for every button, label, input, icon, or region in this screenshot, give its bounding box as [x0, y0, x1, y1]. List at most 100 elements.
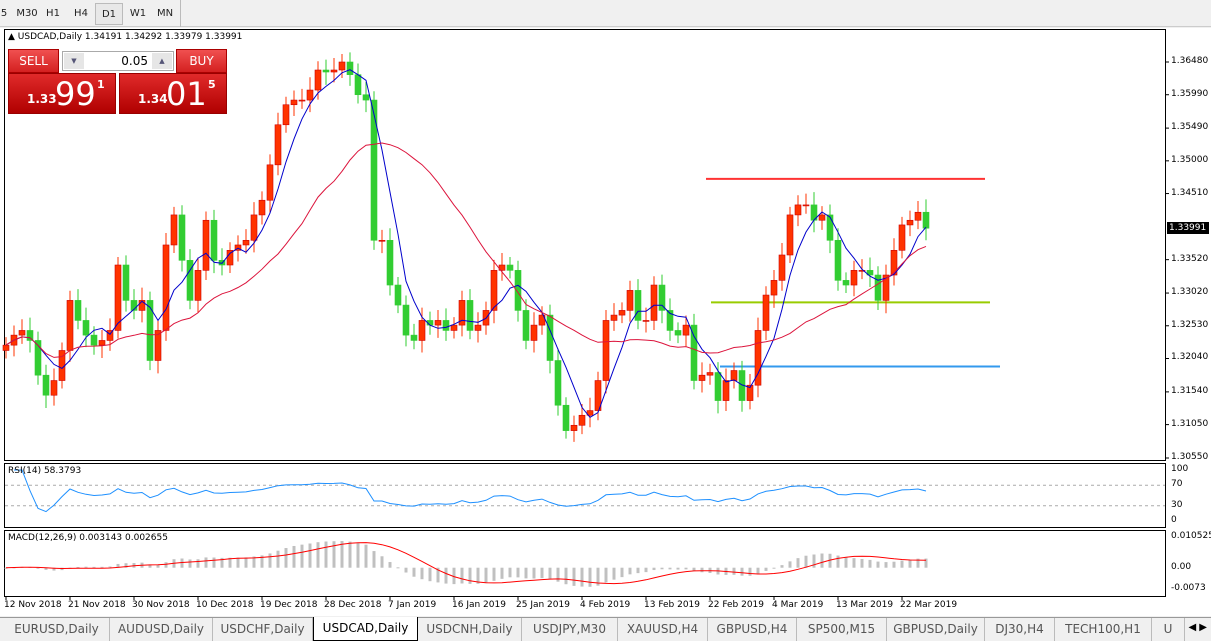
decrease-lot-icon[interactable]: ▼: [64, 53, 84, 69]
macd-histogram-bar: [404, 567, 408, 573]
candle-body: [610, 314, 618, 321]
candle-body: [266, 164, 274, 201]
date-axis-label: 30 Nov 2018: [132, 600, 190, 610]
macd-histogram-bar: [644, 567, 648, 573]
macd-pane-frame: [4, 530, 1166, 597]
macd-histogram-bar: [580, 567, 584, 587]
candle-body: [274, 124, 282, 166]
sell-price-fraction: 1: [97, 78, 105, 91]
macd-histogram-bar: [108, 566, 112, 568]
tab-gbpusd-daily[interactable]: GBPUSD,Daily: [887, 618, 985, 641]
timeframe-H4[interactable]: H4: [74, 8, 88, 19]
price-axis-label: 1.32530: [1171, 319, 1209, 330]
candle-body: [2, 344, 10, 351]
macd-histogram-bar: [420, 567, 424, 580]
candle-body: [330, 69, 338, 73]
macd-histogram-bar: [180, 558, 184, 568]
macd-histogram-bar: [356, 543, 360, 568]
moving-average-20-line: [5, 142, 927, 358]
tab-eurusd-daily[interactable]: EURUSD,Daily: [4, 618, 110, 641]
lot-size-input[interactable]: 0.05: [121, 54, 148, 68]
timeframe-H1[interactable]: H1: [46, 8, 60, 19]
macd-histogram-bar: [36, 567, 40, 569]
candle-body: [530, 324, 538, 341]
tab-sp500-m15[interactable]: SP500,M15: [797, 618, 887, 641]
price-axis-label: 1.36480: [1171, 56, 1209, 66]
candle-body: [754, 330, 762, 386]
tab-usdchf-daily[interactable]: USDCHF,Daily: [213, 618, 313, 641]
macd-histogram-bar: [148, 564, 152, 568]
buy-price[interactable]: 1.34 01 5: [119, 73, 227, 114]
sell-price[interactable]: 1.33 99 1: [8, 73, 116, 114]
macd-histogram-bar: [660, 567, 664, 570]
timeframe-MN[interactable]: MN: [156, 8, 174, 19]
macd-histogram-bar: [44, 567, 48, 570]
current-price-marker: 1.33991: [1167, 222, 1209, 235]
tab-dj30-h4[interactable]: DJ30,H4: [985, 618, 1055, 641]
candle-body: [474, 324, 482, 331]
tab-usdjpy-m30[interactable]: USDJPY,M30: [522, 618, 618, 641]
macd-histogram-bar: [556, 567, 560, 582]
macd-histogram-bar: [820, 553, 824, 568]
tab-scroll-arrows-icon[interactable]: ◀ ▶: [1188, 622, 1207, 633]
candle-body: [594, 380, 602, 411]
tab-tech100-h1[interactable]: TECH100,H1: [1055, 618, 1152, 641]
date-axis-label: 4 Feb 2019: [580, 600, 631, 610]
timeframe-5[interactable]: 5: [0, 8, 8, 19]
macd-histogram-bar: [244, 557, 248, 568]
main-pane-frame: [4, 29, 1166, 461]
candle-body: [778, 254, 786, 281]
candle-body: [514, 270, 522, 311]
tab-u[interactable]: U: [1152, 618, 1185, 641]
macd-histogram-bar: [340, 541, 344, 568]
tab-usdcnh-daily[interactable]: USDCNH,Daily: [418, 618, 522, 641]
buy-price-fraction: 5: [208, 78, 216, 91]
candle-body: [682, 324, 690, 336]
date-axis-label: 4 Mar 2019: [772, 600, 824, 610]
macd-histogram-bar: [324, 541, 328, 568]
timeframe-W1[interactable]: W1: [129, 8, 147, 19]
tab-gbpusd-h4[interactable]: GBPUSD,H4: [708, 618, 797, 641]
chart-window[interactable]: ▲ USDCAD,Daily 1.34191 1.34292 1.33979 1…: [0, 28, 1211, 616]
macd-histogram-bar: [908, 559, 912, 568]
macd-histogram-bar: [692, 567, 696, 572]
macd-histogram-bar: [164, 562, 168, 568]
candle-body: [194, 270, 202, 301]
candle-body: [906, 219, 914, 226]
price-axis-label: 1.30550: [1171, 451, 1209, 462]
date-axis-label: 22 Feb 2019: [708, 600, 765, 610]
macd-histogram-bar: [100, 566, 104, 568]
timeframe-M30[interactable]: M30: [16, 8, 38, 19]
date-axis-label: 10 Dec 2018: [196, 600, 254, 610]
buy-button[interactable]: BUY: [176, 49, 227, 73]
macd-histogram-bar: [500, 567, 504, 579]
tab-xauusd-h4[interactable]: XAUUSD,H4: [618, 618, 708, 641]
tab-audusd-daily[interactable]: AUDUSD,Daily: [110, 618, 213, 641]
macd-histogram-bar: [84, 566, 88, 568]
macd-histogram-bar: [916, 558, 920, 568]
macd-histogram-bar: [668, 567, 672, 570]
increase-lot-icon[interactable]: ▲: [152, 53, 172, 69]
timeframe-D1[interactable]: D1: [95, 3, 123, 25]
macd-histogram-bar: [876, 561, 880, 568]
candle-body: [378, 239, 386, 242]
macd-histogram-bar: [852, 558, 856, 568]
macd-histogram-bar: [532, 567, 536, 579]
collapse-triangle-icon[interactable]: ▲: [8, 32, 15, 42]
sell-button[interactable]: SELL: [8, 49, 59, 73]
macd-histogram-bar: [540, 567, 544, 579]
tab-usdcad-daily[interactable]: USDCAD,Daily: [313, 617, 418, 641]
macd-histogram-bar: [468, 567, 472, 584]
macd-histogram-bar: [684, 567, 688, 570]
candle-body: [922, 211, 930, 229]
chart-canvas[interactable]: [0, 28, 1211, 616]
macd-histogram-bar: [748, 567, 752, 576]
candle-body: [634, 290, 642, 321]
candle-body: [650, 284, 658, 321]
macd-histogram-bar: [588, 567, 592, 587]
candle-body: [18, 330, 26, 336]
price-axis-label: 1.32040: [1171, 352, 1209, 363]
candle-body: [114, 264, 122, 331]
macd-histogram-bar: [740, 567, 744, 576]
lot-size-stepper[interactable]: ▼ 0.05 ▲: [62, 51, 174, 71]
